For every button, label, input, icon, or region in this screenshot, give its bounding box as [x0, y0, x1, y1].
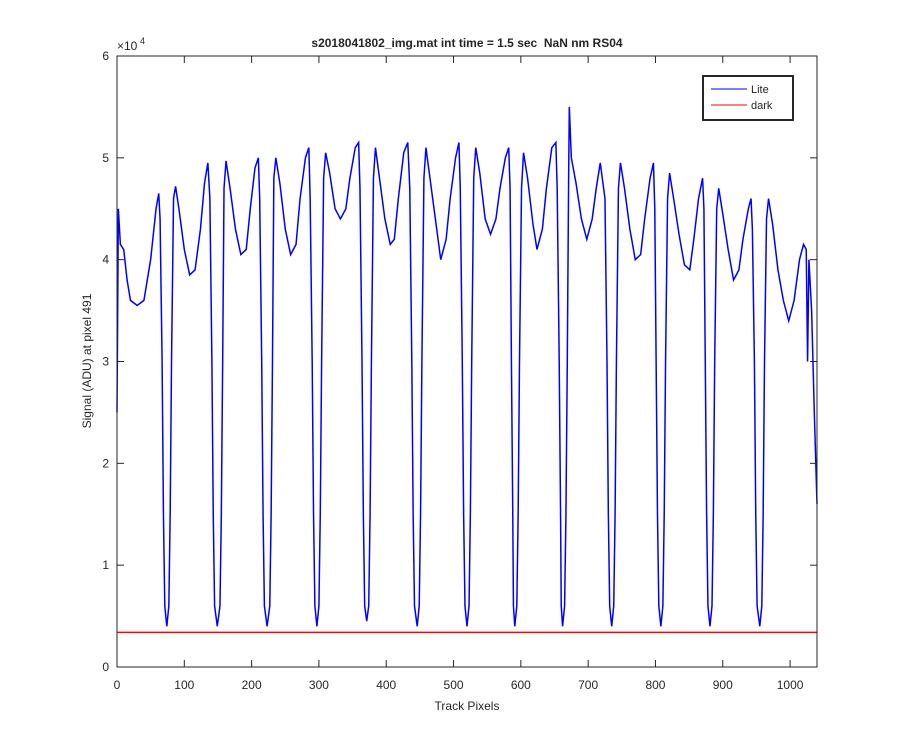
x-tick-label: 700 — [578, 678, 598, 692]
x-tick-label: 500 — [444, 678, 464, 692]
x-tick-label: 100 — [174, 678, 194, 692]
legend-box — [702, 75, 794, 121]
y-tick-label: 2 — [102, 456, 109, 470]
x-tick-label: 600 — [511, 678, 531, 692]
y-tick-label: 1 — [102, 558, 109, 572]
x-tick-label: 800 — [645, 678, 665, 692]
x-axis-label: Track Pixels — [435, 699, 500, 713]
y-tick-label: 0 — [102, 660, 109, 674]
x-tick-label: 300 — [309, 678, 329, 692]
series-line — [116, 106, 818, 627]
plot-content — [116, 106, 818, 634]
legend-label: dark — [751, 100, 773, 112]
y-tick-label: 6 — [102, 49, 109, 63]
legend: Lite dark — [702, 75, 794, 121]
y-exponent-power: 4 — [140, 36, 145, 46]
x-tick-label: 0 — [114, 678, 121, 692]
y-exponent-base: ×10 — [117, 39, 138, 53]
plot-area — [117, 56, 817, 667]
y-axis-label: Signal (ADU) at pixel 491 — [80, 293, 94, 428]
x-tick-label: 200 — [242, 678, 262, 692]
x-tick-label: 1000 — [777, 678, 804, 692]
chart-title: s2018041802_img.mat int time = 1.5 sec N… — [311, 36, 622, 50]
legend-label: Lite — [751, 84, 769, 96]
y-tick-label: 5 — [102, 151, 109, 165]
x-tick-label: 900 — [713, 678, 733, 692]
y-tick-label: 3 — [102, 355, 109, 369]
y-tick-label: 4 — [102, 253, 109, 267]
x-tick-label: 400 — [376, 678, 396, 692]
